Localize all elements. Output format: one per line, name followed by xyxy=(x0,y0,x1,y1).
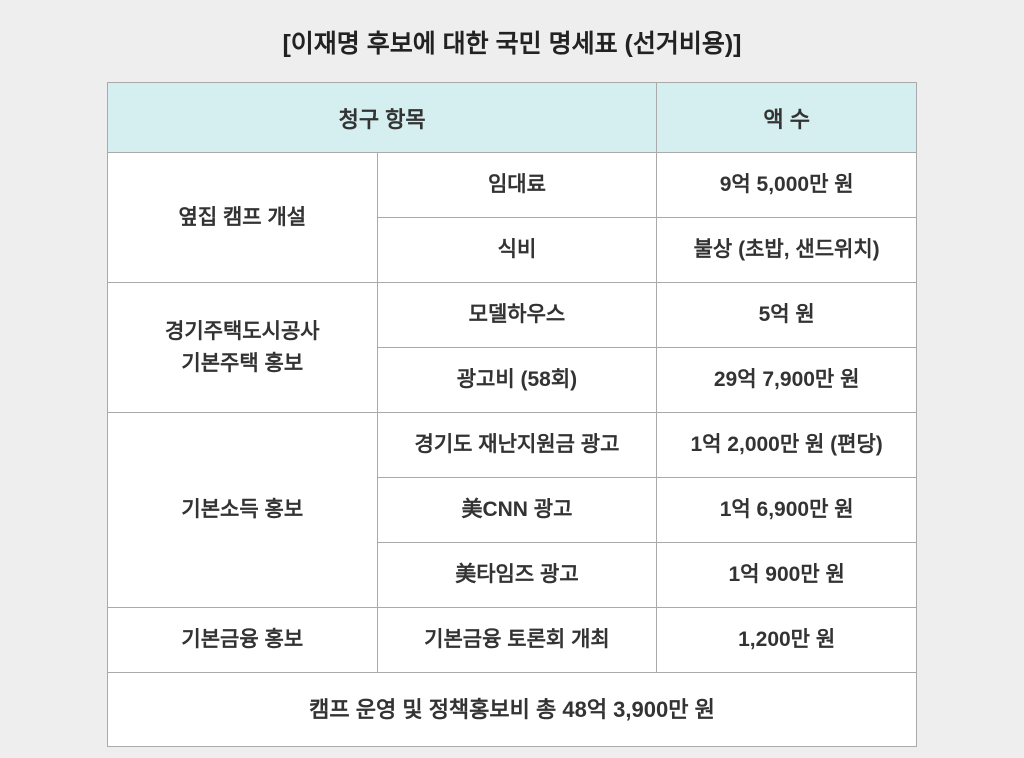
table-row: 옆집 캠프 개설 임대료 9억 5,000만 원 xyxy=(108,153,917,218)
header-col2: 액 수 xyxy=(657,83,917,153)
amount-cell: 1억 6,900만 원 xyxy=(657,478,917,543)
item-cell: 기본금융 토론회 개최 xyxy=(377,608,657,673)
item-cell: 식비 xyxy=(377,218,657,283)
amount-cell: 5억 원 xyxy=(657,283,917,348)
table-row: 기본소득 홍보 경기도 재난지원금 광고 1억 2,000만 원 (편당) xyxy=(108,413,917,478)
item-cell: 美타임즈 광고 xyxy=(377,543,657,608)
header-row: 청구 항목 액 수 xyxy=(108,83,917,153)
table-row: 경기주택도시공사기본주택 홍보 모델하우스 5억 원 xyxy=(108,283,917,348)
item-cell: 모델하우스 xyxy=(377,283,657,348)
item-cell: 임대료 xyxy=(377,153,657,218)
category-cell: 경기주택도시공사기본주택 홍보 xyxy=(108,283,378,413)
amount-cell: 29억 7,900만 원 xyxy=(657,348,917,413)
amount-cell: 9억 5,000만 원 xyxy=(657,153,917,218)
category-cell: 기본소득 홍보 xyxy=(108,413,378,608)
page-title: [이재명 후보에 대한 국민 명세표 (선거비용)] xyxy=(282,24,741,60)
footer-cell: 캠프 운영 및 정책홍보비 총 48억 3,900만 원 xyxy=(108,673,917,747)
table-row: 기본금융 홍보 기본금융 토론회 개최 1,200만 원 xyxy=(108,608,917,673)
amount-cell: 1억 900만 원 xyxy=(657,543,917,608)
category-cell: 옆집 캠프 개설 xyxy=(108,153,378,283)
header-col1: 청구 항목 xyxy=(108,83,657,153)
amount-cell: 1,200만 원 xyxy=(657,608,917,673)
category-cell: 기본금융 홍보 xyxy=(108,608,378,673)
bill-table: 청구 항목 액 수 옆집 캠프 개설 임대료 9억 5,000만 원 식비 불상… xyxy=(107,82,917,747)
amount-cell: 불상 (초밥, 샌드위치) xyxy=(657,218,917,283)
item-cell: 경기도 재난지원금 광고 xyxy=(377,413,657,478)
item-cell: 광고비 (58회) xyxy=(377,348,657,413)
amount-cell: 1억 2,000만 원 (편당) xyxy=(657,413,917,478)
item-cell: 美CNN 광고 xyxy=(377,478,657,543)
footer-row: 캠프 운영 및 정책홍보비 총 48억 3,900만 원 xyxy=(108,673,917,747)
